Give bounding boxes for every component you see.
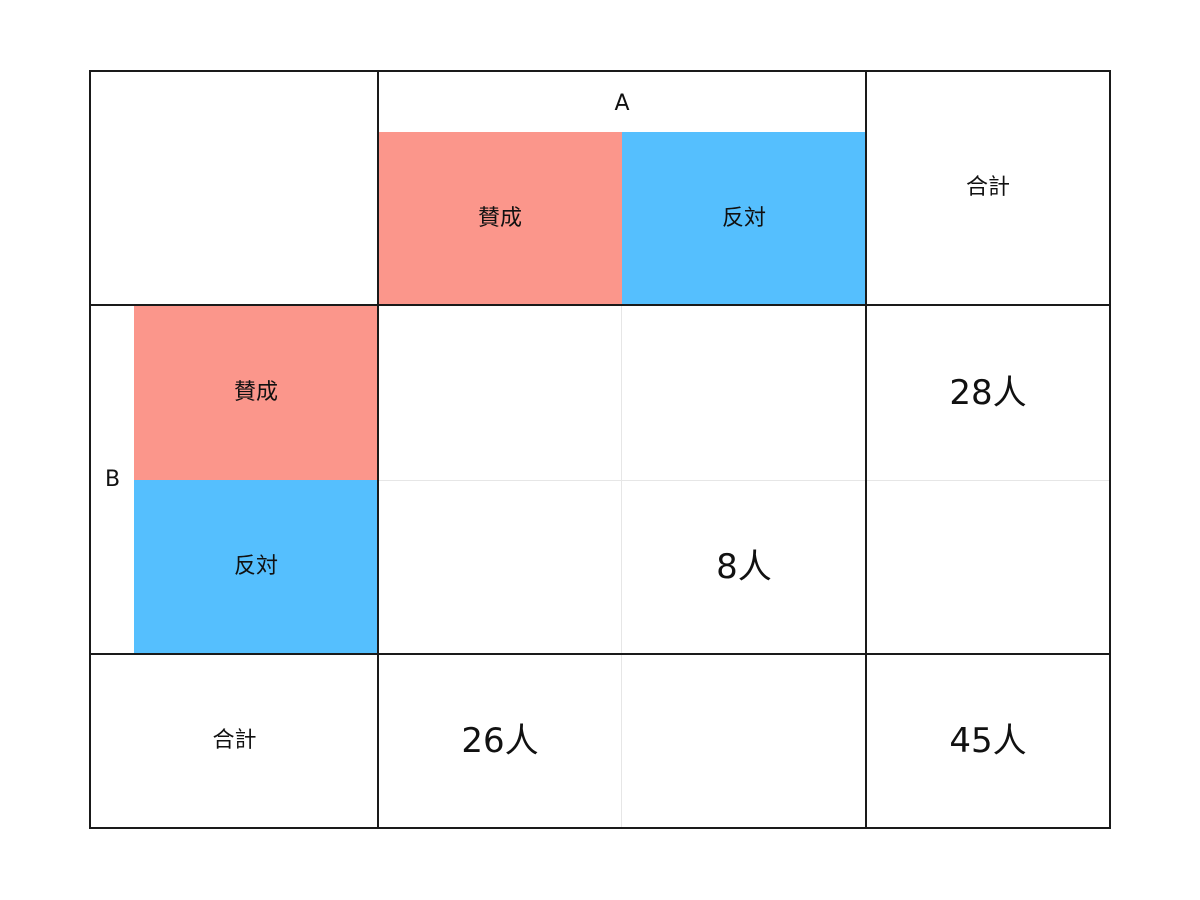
col-header-oppose-label: 反対 xyxy=(721,205,766,231)
b-label: B xyxy=(104,466,121,492)
cell-b-approve-total: 28人 xyxy=(949,372,1027,413)
cell-b-approve-a-approve xyxy=(378,305,622,480)
row-header-oppose-fill xyxy=(134,480,378,654)
a-label: A xyxy=(614,91,630,116)
inner-grid-vertical xyxy=(621,305,622,828)
col-header-approve-label: 賛成 xyxy=(477,205,522,231)
cell-total-a-approve: 26人 xyxy=(461,721,539,761)
total-column-header: 合計 xyxy=(965,175,1010,200)
col-header-approve-fill xyxy=(378,132,622,305)
table-outer-border xyxy=(89,70,1111,829)
row-header-approve-fill xyxy=(134,305,378,480)
row-header-approve-label: 賛成 xyxy=(233,379,278,405)
cell-b-oppose-a-oppose: 8人 xyxy=(716,547,772,587)
cell-total-total: 45人 xyxy=(949,721,1027,761)
inner-grid-horizontal xyxy=(378,480,1110,481)
cell-b-oppose-a-approve xyxy=(378,480,622,654)
cell-b-approve-a-oppose xyxy=(622,305,866,480)
col-header-oppose-fill xyxy=(622,132,866,305)
border-horizontal-footer xyxy=(89,653,1111,655)
row-header-oppose-label: 反対 xyxy=(233,554,278,579)
border-horizontal-header xyxy=(89,304,1111,306)
cell-total-a-oppose xyxy=(622,654,866,828)
border-vertical-right xyxy=(865,70,867,829)
border-vertical-left xyxy=(377,70,379,829)
total-row-header: 合計 xyxy=(212,728,257,753)
cell-b-oppose-total xyxy=(866,480,1110,654)
